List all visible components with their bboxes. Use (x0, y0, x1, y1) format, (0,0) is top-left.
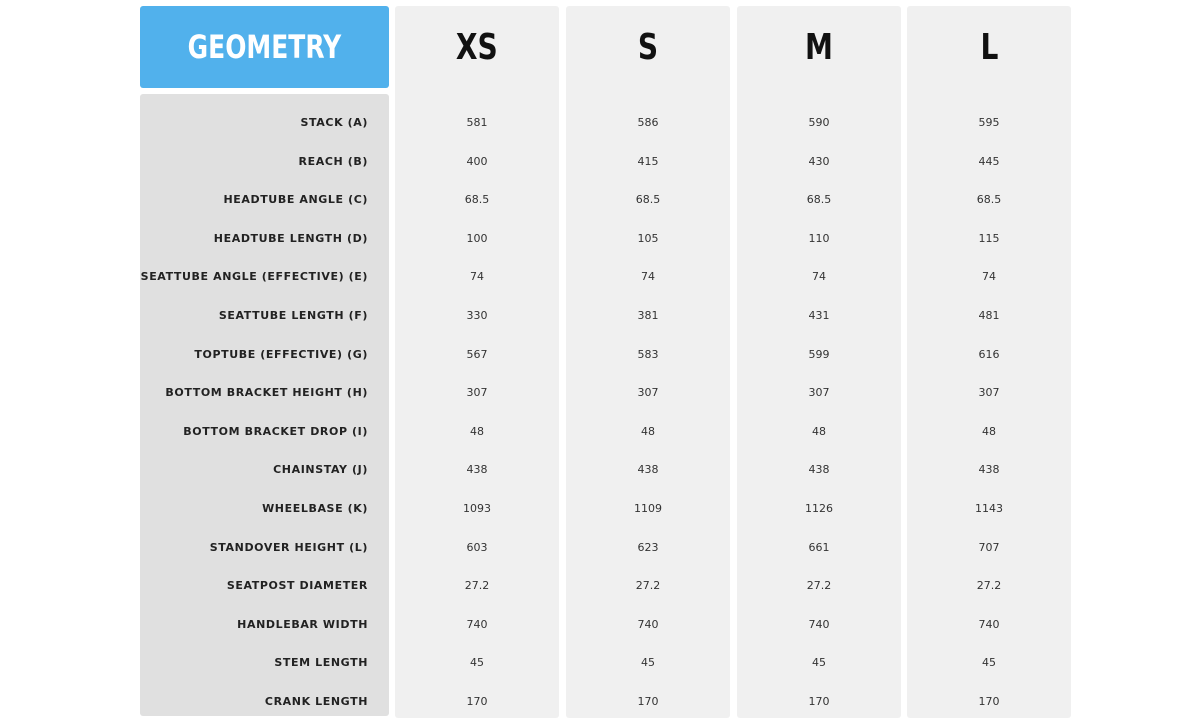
row-label: STANDOVER HEIGHT (L) (209, 540, 368, 554)
value-cell: 1143 (975, 502, 1003, 515)
size-header: S (566, 6, 730, 88)
value-cell: 45 (470, 656, 484, 670)
value-cell: 581 (466, 116, 488, 129)
row-label: STEM LENGTH (274, 656, 368, 670)
value-cell: 616 (978, 347, 1000, 361)
size-header: L (907, 6, 1071, 88)
value-cell: 481 (978, 309, 1000, 322)
value-cell: 27.2 (806, 579, 832, 593)
size-column-xs: XS 581 400 68.5 100 74 330 567 307 48 438 1093 603 2… (395, 6, 559, 718)
value-cell: 115 (978, 231, 1000, 245)
value-cell: 68.5 (464, 193, 490, 207)
value-cell: 567 (466, 347, 488, 361)
value-cell: 110 (808, 231, 830, 245)
row-label: STACK (A) (300, 116, 368, 129)
size-title: XS (456, 26, 498, 68)
value-cell: 740 (466, 617, 488, 631)
value-cell: 74 (641, 270, 655, 284)
value-cell: 707 (978, 540, 1000, 554)
size-column-l: L 595 445 68.5 115 74 481 616 307 48 438 1143 707 27… (907, 6, 1071, 718)
row-label: SEATPOST DIAMETER (226, 579, 368, 593)
value-cell: 105 (637, 231, 659, 245)
value-cell: 595 (978, 116, 1000, 129)
value-cell: 590 (808, 116, 830, 129)
value-cell: 48 (470, 424, 484, 438)
value-cell: 438 (978, 463, 1000, 477)
value-cell: 68.5 (976, 193, 1002, 207)
value-cell: 330 (466, 309, 488, 322)
value-cell: 307 (808, 386, 830, 400)
value-cell: 740 (978, 617, 1000, 631)
value-cell: 68.5 (635, 193, 661, 207)
row-label: TOPTUBE (EFFECTIVE) (G) (194, 347, 368, 361)
value-cell: 45 (641, 656, 655, 670)
size-column-m: M 590 430 68.5 110 74 431 599 307 48 438 1126 661 27… (737, 6, 901, 718)
value-cell: 27.2 (976, 579, 1002, 593)
value-cell: 1093 (463, 502, 491, 515)
value-cell: 45 (812, 656, 826, 670)
value-cell: 307 (637, 386, 659, 400)
value-cell: 438 (466, 463, 488, 477)
value-cell: 68.5 (806, 193, 832, 207)
value-cell: 1109 (634, 502, 662, 515)
row-label: BOTTOM BRACKET HEIGHT (H) (165, 386, 368, 400)
value-cell: 170 (466, 695, 488, 708)
value-cell: 307 (466, 386, 488, 400)
value-cell: 74 (982, 270, 996, 284)
size-title: L (980, 26, 998, 68)
geometry-header: GEOMETRY (140, 6, 389, 88)
value-cell: 740 (637, 617, 659, 631)
size-title: S (637, 26, 659, 68)
value-cell: 586 (637, 116, 659, 129)
value-cell: 430 (808, 154, 830, 168)
value-cell: 74 (470, 270, 484, 284)
value-cell: 381 (637, 309, 659, 322)
value-cell: 170 (808, 695, 830, 708)
geometry-title: GEOMETRY (187, 28, 342, 66)
value-cell: 438 (637, 463, 659, 477)
value-cell: 170 (978, 695, 1000, 708)
value-cell: 45 (982, 656, 996, 670)
size-header: XS (395, 6, 559, 88)
row-label: REACH (B) (298, 154, 368, 168)
row-label: HEADTUBE LENGTH (D) (213, 231, 368, 245)
value-cell: 599 (808, 347, 830, 361)
row-labels: STACK (A) REACH (B) HEADTUBE ANGLE (C) HEAD… (140, 94, 389, 716)
value-cell: 74 (812, 270, 826, 284)
value-cell: 27.2 (464, 579, 490, 593)
value-cell: 623 (637, 540, 659, 554)
value-cell: 27.2 (635, 579, 661, 593)
size-column-s: S 586 415 68.5 105 74 381 583 307 48 438 1109 623 27… (566, 6, 730, 718)
value-cell: 48 (641, 424, 655, 438)
value-cell: 307 (978, 386, 1000, 400)
row-label: SEATTUBE LENGTH (F) (218, 309, 368, 322)
value-cell: 1126 (805, 502, 833, 515)
value-cell: 400 (466, 154, 488, 168)
label-column: GEOMETRY STACK (A) REACH (B) HEADTUBE ANGL… (140, 6, 389, 718)
row-label: HEADTUBE ANGLE (C) (223, 193, 368, 207)
row-label: CHAINSTAY (J) (273, 463, 368, 477)
size-header: M (737, 6, 901, 88)
value-cell: 100 (466, 231, 488, 245)
value-cell: 438 (808, 463, 830, 477)
row-label: BOTTOM BRACKET DROP (I) (183, 424, 368, 438)
value-cell: 583 (637, 347, 659, 361)
row-label: SEATTUBE ANGLE (EFFECTIVE) (E) (140, 270, 368, 284)
value-cell: 661 (808, 540, 830, 554)
row-label: WHEELBASE (K) (262, 502, 368, 515)
value-cell: 431 (808, 309, 830, 322)
row-label: CRANK LENGTH (264, 695, 368, 708)
value-cell: 48 (982, 424, 996, 438)
value-cell: 603 (466, 540, 488, 554)
size-title: M (805, 26, 833, 68)
value-cell: 740 (808, 617, 830, 631)
value-cell: 48 (812, 424, 826, 438)
value-cell: 415 (637, 154, 659, 168)
value-cell: 445 (978, 154, 1000, 168)
value-cell: 170 (637, 695, 659, 708)
row-label: HANDLEBAR WIDTH (237, 617, 368, 631)
